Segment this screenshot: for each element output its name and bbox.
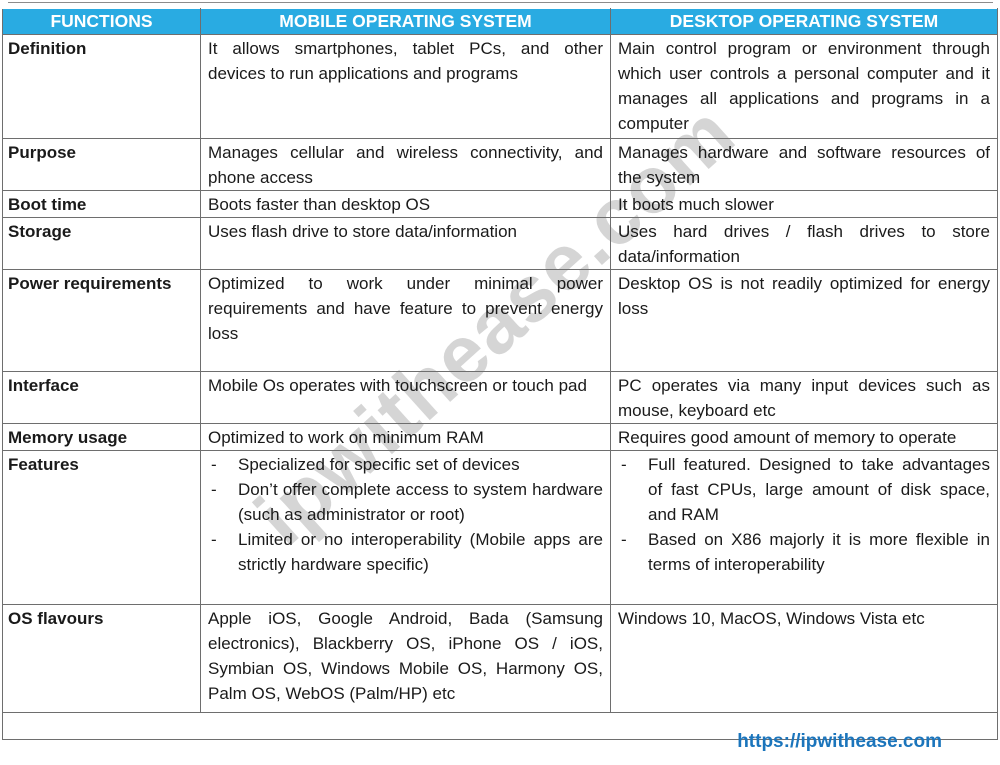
mobile-os-cell: It allows smartphones, tablet PCs, and o… [200, 34, 611, 139]
row-label: Purpose [2, 138, 201, 191]
mobile-os-cell: Apple iOS, Google Android, Bada (Samsung… [200, 604, 611, 713]
empty-cell [2, 712, 998, 740]
list-item: - Don’t offer complete access to system … [208, 477, 603, 527]
list-item-text: Based on X86 majorly it is more flexible… [648, 530, 990, 574]
table-row-power-requirements: Power requirements Optimized to work und… [2, 269, 998, 372]
row-label: Features [2, 450, 201, 605]
desktop-os-cell: It boots much slower [610, 190, 998, 218]
list-item-text: Specialized for specific set of devices [238, 455, 520, 474]
table-row-os-flavours: OS flavours Apple iOS, Google Android, B… [2, 604, 998, 713]
table-row-features: Features - Specialized for specific set … [2, 450, 998, 605]
desktop-os-cell: PC operates via many input devices such … [610, 371, 998, 424]
top-border-line [8, 2, 993, 3]
desktop-os-cell: - Full featured. Designed to take advant… [610, 450, 998, 605]
desktop-os-cell: Uses hard drives / flash drives to store… [610, 217, 998, 270]
os-comparison-table: FUNCTIONS MOBILE OPERATING SYSTEM DESKTO… [2, 8, 998, 740]
empty-bottom-row [2, 712, 998, 740]
mobile-os-cell: Mobile Os operates with touchscreen or t… [200, 371, 611, 424]
mobile-os-cell: Optimized to work under minimal power re… [200, 269, 611, 372]
table-row-purpose: Purpose Manages cellular and wireless co… [2, 138, 998, 191]
header-functions: FUNCTIONS [2, 8, 201, 35]
row-label: Interface [2, 371, 201, 424]
desktop-os-cell: Desktop OS is not readily optimized for … [610, 269, 998, 372]
desktop-os-cell: Requires good amount of memory to operat… [610, 423, 998, 451]
bullet-dash: - [621, 530, 627, 549]
table-row-boot-time: Boot time Boots faster than desktop OS I… [2, 190, 998, 218]
table-row-memory-usage: Memory usage Optimized to work on minimu… [2, 423, 998, 451]
row-label: Storage [2, 217, 201, 270]
row-label: Definition [2, 34, 201, 139]
list-item-text: Limited or no interoperability (Mobile a… [238, 530, 603, 574]
table-row-definition: Definition It allows smartphones, tablet… [2, 34, 998, 139]
bullet-dash: - [211, 480, 217, 499]
list-item: - Based on X86 majorly it is more flexib… [618, 527, 990, 577]
desktop-os-cell: Manages hardware and software resources … [610, 138, 998, 191]
table-row-storage: Storage Uses flash drive to store data/i… [2, 217, 998, 270]
row-label: Memory usage [2, 423, 201, 451]
row-label: Boot time [2, 190, 201, 218]
mobile-os-cell: Optimized to work on minimum RAM [200, 423, 611, 451]
header-mobile-os: MOBILE OPERATING SYSTEM [200, 8, 611, 35]
bullet-dash: - [621, 455, 627, 474]
list-item-text: Full featured. Designed to take advantag… [648, 455, 990, 524]
mobile-os-cell: Manages cellular and wireless connectivi… [200, 138, 611, 191]
row-label: OS flavours [2, 604, 201, 713]
mobile-os-cell: Boots faster than desktop OS [200, 190, 611, 218]
row-label: Power requirements [2, 269, 201, 372]
footer-website-link[interactable]: https://ipwithease.com [737, 731, 942, 752]
mobile-os-cell: Uses flash drive to store data/informati… [200, 217, 611, 270]
bullet-dash: - [211, 530, 217, 549]
mobile-os-cell: - Specialized for specific set of device… [200, 450, 611, 605]
list-item: - Limited or no interoperability (Mobile… [208, 527, 603, 577]
desktop-os-cell: Windows 10, MacOS, Windows Vista etc [610, 604, 998, 713]
header-desktop-os: DESKTOP OPERATING SYSTEM [610, 8, 998, 35]
bullet-dash: - [211, 455, 217, 474]
table-row-interface: Interface Mobile Os operates with touchs… [2, 371, 998, 424]
list-item-text: Don’t offer complete access to system ha… [238, 480, 603, 524]
header-row: FUNCTIONS MOBILE OPERATING SYSTEM DESKTO… [2, 8, 998, 35]
list-item: - Full featured. Designed to take advant… [618, 452, 990, 527]
desktop-os-cell: Main control program or environment thro… [610, 34, 998, 139]
list-item: - Specialized for specific set of device… [208, 452, 603, 477]
